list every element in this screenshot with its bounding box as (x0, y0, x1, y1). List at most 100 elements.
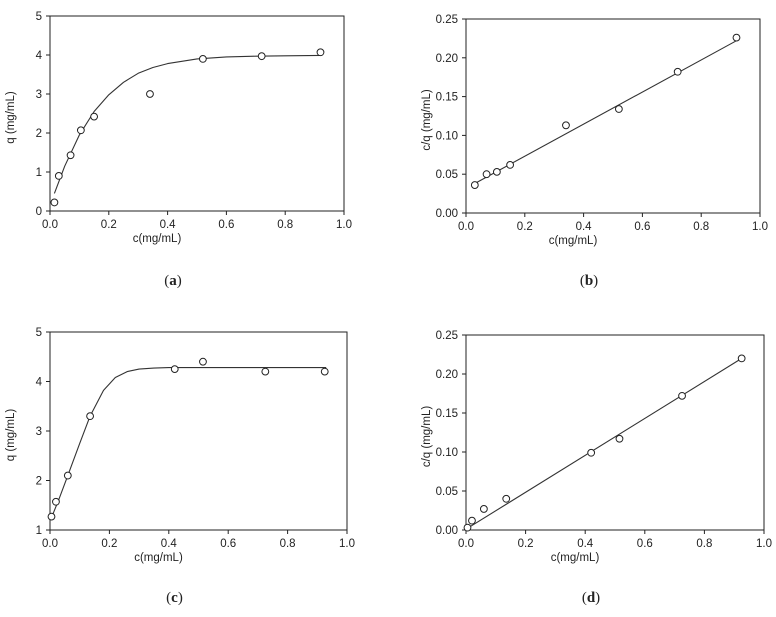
data-point (587, 448, 596, 457)
y-tick-label: 1 (36, 525, 42, 537)
y-tick-label: 0.05 (436, 486, 458, 498)
x-tick-label: 0.4 (160, 219, 177, 231)
panel-label: (b) (580, 273, 598, 289)
chart-panel-c: 0.0 0.2 0.4 0.6 0.8 1.0 1 2 3 4 5 c(mg/mL) q (mg/mL)… (5, 327, 355, 606)
plot-frame (49, 15, 345, 212)
y-tick-label: 3 (36, 426, 42, 438)
y-tick-label: 5 (36, 327, 42, 339)
x-tick-label: 0.0 (42, 219, 58, 231)
data-point (47, 512, 56, 521)
data-point (492, 167, 501, 176)
y-tick-label: 0.20 (436, 53, 458, 65)
data-point (737, 354, 746, 363)
x-tick-label: 0.2 (518, 538, 534, 550)
y-tick-label: 1 (36, 167, 42, 179)
panel-label: (d) (582, 590, 600, 606)
data-point (673, 67, 682, 76)
x-tick-label: 0.8 (280, 538, 296, 550)
y-tick-label: 3 (36, 89, 42, 101)
x-tick-label: 0.0 (42, 538, 58, 550)
data-point (199, 357, 207, 366)
chart-panel-a: 0.0 0.2 0.4 0.6 0.8 1.0 0 1 2 3 4 5 c(mg/mL) q (mg/mL… (5, 11, 352, 289)
plot-frame (465, 18, 761, 214)
x-tick-label: 1.0 (336, 219, 352, 231)
data-point (615, 434, 624, 443)
fit-curve (50, 367, 327, 518)
y-tick-label: 4 (36, 377, 43, 389)
fit-curve (53, 54, 321, 194)
data-point (66, 151, 75, 160)
x-tick-label: 0.4 (161, 538, 178, 550)
y-tick-label: 0.25 (436, 330, 458, 342)
data-point (732, 33, 741, 42)
data-point (562, 121, 570, 130)
data-point (470, 181, 479, 189)
y-tick-label: 2 (36, 476, 42, 488)
y-tick-label: 0.15 (436, 92, 458, 104)
x-tick-label: 0.8 (696, 538, 712, 550)
data-point (614, 105, 623, 113)
y-tick-label: 0.05 (436, 169, 458, 181)
y-tick-label: 5 (36, 11, 42, 23)
x-tick-label: 0.6 (637, 538, 653, 550)
y-tick-label: 0 (36, 206, 42, 218)
x-tick-label: 0.4 (576, 221, 593, 233)
x-tick-label: 0.6 (634, 221, 650, 233)
x-tick-label: 0.6 (220, 538, 236, 550)
x-tick-label: 0.6 (218, 219, 234, 231)
data-point (52, 497, 60, 506)
data-point (90, 112, 98, 121)
y-axis-label: q (mg/mL) (5, 91, 17, 144)
y-axis-label: c/q (mg/mL) (421, 406, 433, 468)
panel-label: (a) (164, 273, 182, 289)
data-point (479, 505, 488, 513)
x-tick-label: 0.4 (577, 538, 594, 550)
data-point (502, 494, 511, 503)
data-point (86, 412, 94, 421)
data-point (506, 160, 515, 169)
y-tick-label: 0.10 (436, 447, 458, 459)
data-point (76, 126, 85, 135)
x-tick-label: 1.0 (339, 538, 355, 550)
x-tick-label: 0.0 (458, 538, 474, 550)
fit-line (465, 357, 742, 530)
x-tick-label: 0.2 (101, 538, 117, 550)
x-axis-label: c(mg/mL) (549, 235, 598, 247)
data-point (678, 391, 686, 400)
fit-line (474, 40, 737, 184)
y-tick-label: 0.10 (436, 130, 458, 142)
x-tick-label: 0.2 (101, 219, 117, 231)
chart-panel-b: 0.0 0.2 0.4 0.6 0.8 1.0 0.00 0.05 0.10 0.15 0.20 0.… (421, 14, 768, 289)
y-tick-label: 0.15 (436, 408, 458, 420)
data-point (257, 52, 266, 61)
y-tick-label: 2 (36, 128, 42, 140)
x-axis-label: c(mg/mL) (134, 552, 183, 564)
x-axis-label: c(mg/mL) (133, 233, 182, 245)
y-tick-label: 0.00 (436, 208, 458, 220)
data-point (468, 516, 476, 525)
data-point (261, 367, 270, 376)
x-tick-label: 0.8 (277, 219, 293, 231)
x-tick-label: 1.0 (752, 221, 768, 233)
x-tick-label: 0.0 (458, 221, 474, 233)
data-point (316, 48, 325, 57)
data-point (63, 471, 72, 480)
data-point (170, 365, 179, 374)
chart-panel-d: 0.0 0.2 0.4 0.6 0.8 1.0 0.00 0.05 0.10 0.15 0.20 0.… (421, 330, 772, 606)
x-axis-label: c(mg/mL) (551, 552, 600, 564)
y-tick-label: 0.25 (436, 14, 458, 26)
data-point (463, 523, 472, 532)
y-axis-label: c/q (mg/mL) (421, 89, 433, 151)
plot-frame (49, 331, 348, 531)
data-point (54, 172, 63, 180)
data-point (50, 198, 59, 207)
x-tick-label: 0.2 (517, 221, 533, 233)
y-tick-label: 0.20 (436, 369, 458, 381)
data-point (320, 367, 329, 376)
data-point (146, 90, 154, 98)
x-tick-label: 1.0 (756, 538, 772, 550)
y-tick-label: 0.00 (436, 525, 458, 537)
y-tick-label: 4 (36, 50, 43, 62)
data-point (482, 170, 491, 179)
y-axis-label: q (mg/mL) (5, 409, 17, 462)
